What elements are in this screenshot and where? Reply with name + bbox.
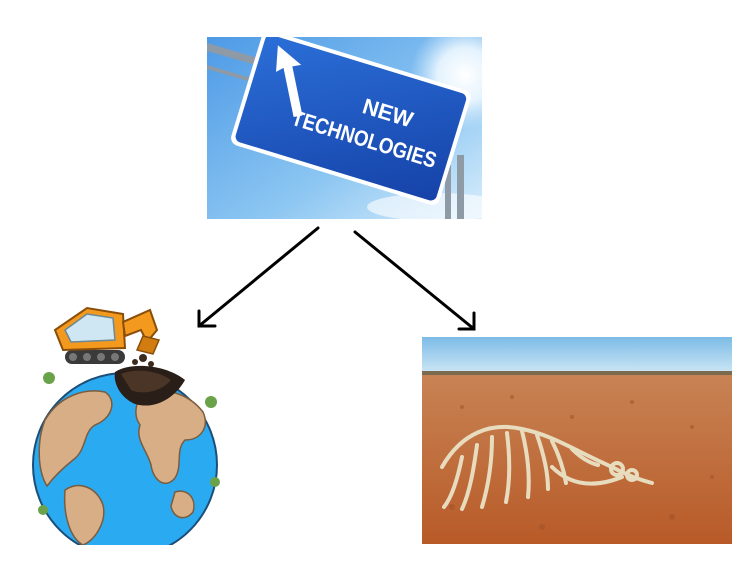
arrow-to-earth [197,226,320,328]
sign-plate: NEW TECHNOLOGIES [231,37,471,205]
arrow-to-desert [353,230,476,331]
skeleton-icon [440,424,654,511]
desert-skeleton-image [422,337,732,544]
new-technologies-sign-image: NEW TECHNOLOGIES [207,37,482,219]
earth-excavator-image [25,300,230,545]
excavator-icon [53,306,161,367]
